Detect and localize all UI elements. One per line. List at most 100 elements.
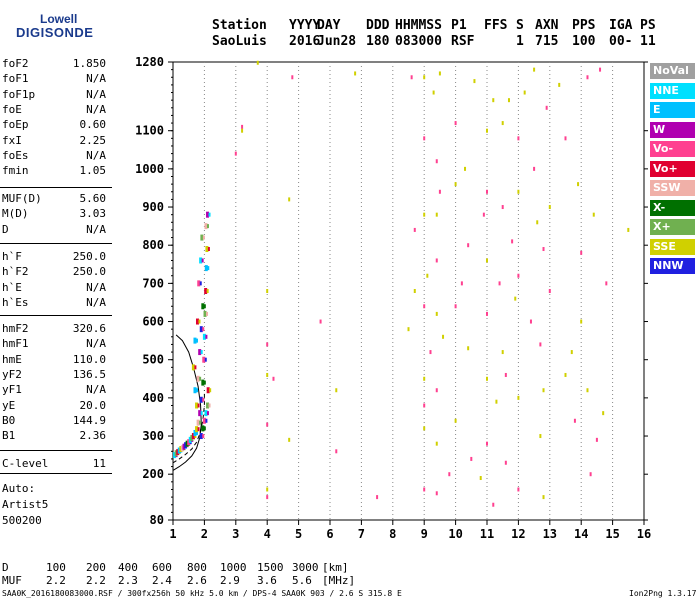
legend-item-nne: NNE <box>650 82 695 99</box>
trace-point <box>182 443 186 450</box>
header-value-8: 715 <box>535 34 559 49</box>
param-value: 1.850 <box>72 57 106 70</box>
trace-point <box>207 266 210 271</box>
param-name: yF2 <box>2 367 22 381</box>
trace-point <box>206 211 210 218</box>
model-curve-dashed <box>172 390 205 464</box>
scatter-point <box>435 388 438 393</box>
scatter-point <box>542 388 545 393</box>
muf-cell: 2.2 <box>46 574 66 587</box>
trace-point <box>204 288 208 294</box>
separator-line <box>0 315 112 316</box>
param-name: foE <box>2 102 22 116</box>
scatter-point <box>517 189 520 194</box>
scatter-point <box>467 243 470 248</box>
scatter-point <box>429 350 432 355</box>
x-tick-label: 14 <box>574 527 588 541</box>
auto-line1: Auto: <box>2 482 36 495</box>
legend-item-vominus: Vo- <box>650 141 695 157</box>
scatter-point <box>523 90 526 95</box>
trace-point <box>198 349 202 356</box>
footer-info: SAA0K_2016180083000.RSF / 300fx256h 50 k… <box>2 589 402 598</box>
param-value: N/A <box>86 148 106 162</box>
muf-cell: MUF <box>2 574 22 587</box>
model-curve-solid <box>172 334 202 471</box>
scatter-point <box>413 227 416 232</box>
trace-point <box>201 303 205 310</box>
scatter-point <box>539 434 542 439</box>
scatter-point <box>514 296 517 301</box>
trace-point <box>199 281 202 286</box>
trace-point <box>206 387 210 394</box>
scatter-point <box>335 388 338 393</box>
scatter-point <box>354 71 357 76</box>
trace-point <box>202 397 205 402</box>
distance-cell: D <box>2 561 9 574</box>
trace-point <box>206 224 209 229</box>
scatter-point <box>486 128 488 133</box>
legend-item-e: E <box>650 102 695 118</box>
scatter-point <box>467 346 470 351</box>
trace-point <box>206 402 210 409</box>
trace-point <box>202 333 206 340</box>
trace-point <box>199 257 203 264</box>
header-label-0: Station <box>212 18 267 33</box>
muf-cell: 2.6 <box>187 574 207 587</box>
trace-point <box>199 420 202 425</box>
scatter-point <box>241 124 244 129</box>
scatter-point <box>288 437 291 442</box>
scatter-point <box>504 372 507 377</box>
y-tick-label: 600 <box>142 315 164 329</box>
y-tick-label: 700 <box>142 276 164 290</box>
scatter-point <box>495 399 498 404</box>
trace-point <box>207 247 210 252</box>
logo-digisonde: DIGISONDE <box>16 25 94 40</box>
legend-item-nnw: NNW <box>650 258 695 274</box>
trace-point <box>206 411 209 416</box>
scatter-point <box>423 212 426 217</box>
scatter-point <box>517 487 520 492</box>
scatter-point <box>573 418 576 423</box>
param-value: 11 <box>92 457 106 470</box>
scatter-point <box>533 166 536 171</box>
param-value: N/A <box>86 280 106 294</box>
header-label-4: HHMMSS <box>395 18 442 33</box>
x-tick-label: 12 <box>511 527 525 541</box>
trace-point <box>191 433 195 440</box>
distance-cell: 200 <box>86 561 106 574</box>
trace-point <box>206 289 209 293</box>
muf-cell: 5.6 <box>292 574 312 587</box>
trace-point <box>197 403 200 408</box>
scatter-point <box>435 258 438 263</box>
trace-point <box>203 426 206 431</box>
trace-point <box>204 410 208 417</box>
scatter-point <box>486 311 488 316</box>
scatter-point <box>558 82 561 87</box>
scatter-point <box>256 60 259 65</box>
param-value: 20.0 <box>79 398 107 412</box>
muf-cell: 3.6 <box>257 574 277 587</box>
scatter-point <box>548 289 551 293</box>
muf-cell: 2.3 <box>118 574 138 587</box>
header-label-8: AXN <box>535 18 559 33</box>
distance-cell: 3000 <box>292 561 319 574</box>
trace-point <box>201 258 204 263</box>
muf-cell: 2.9 <box>220 574 240 587</box>
separator-line <box>0 243 112 244</box>
param-value: 144.9 <box>72 413 106 427</box>
param-value: 0.60 <box>79 118 107 132</box>
trace-point <box>203 304 206 309</box>
scatter-point <box>266 289 269 293</box>
legend-item-xplus: X+ <box>650 219 695 235</box>
header-label-6: FFS <box>484 18 508 33</box>
param-value: 250.0 <box>72 250 106 263</box>
param-value: 3.03 <box>79 207 107 221</box>
scatter-point <box>435 491 438 496</box>
header-value-5: RSF <box>451 34 475 49</box>
trace-point <box>200 234 204 241</box>
trace-point <box>208 212 211 217</box>
scatter-point <box>595 437 598 442</box>
param-name: hmE <box>2 352 22 366</box>
trace-point <box>202 434 205 439</box>
scatter-point <box>486 258 488 263</box>
